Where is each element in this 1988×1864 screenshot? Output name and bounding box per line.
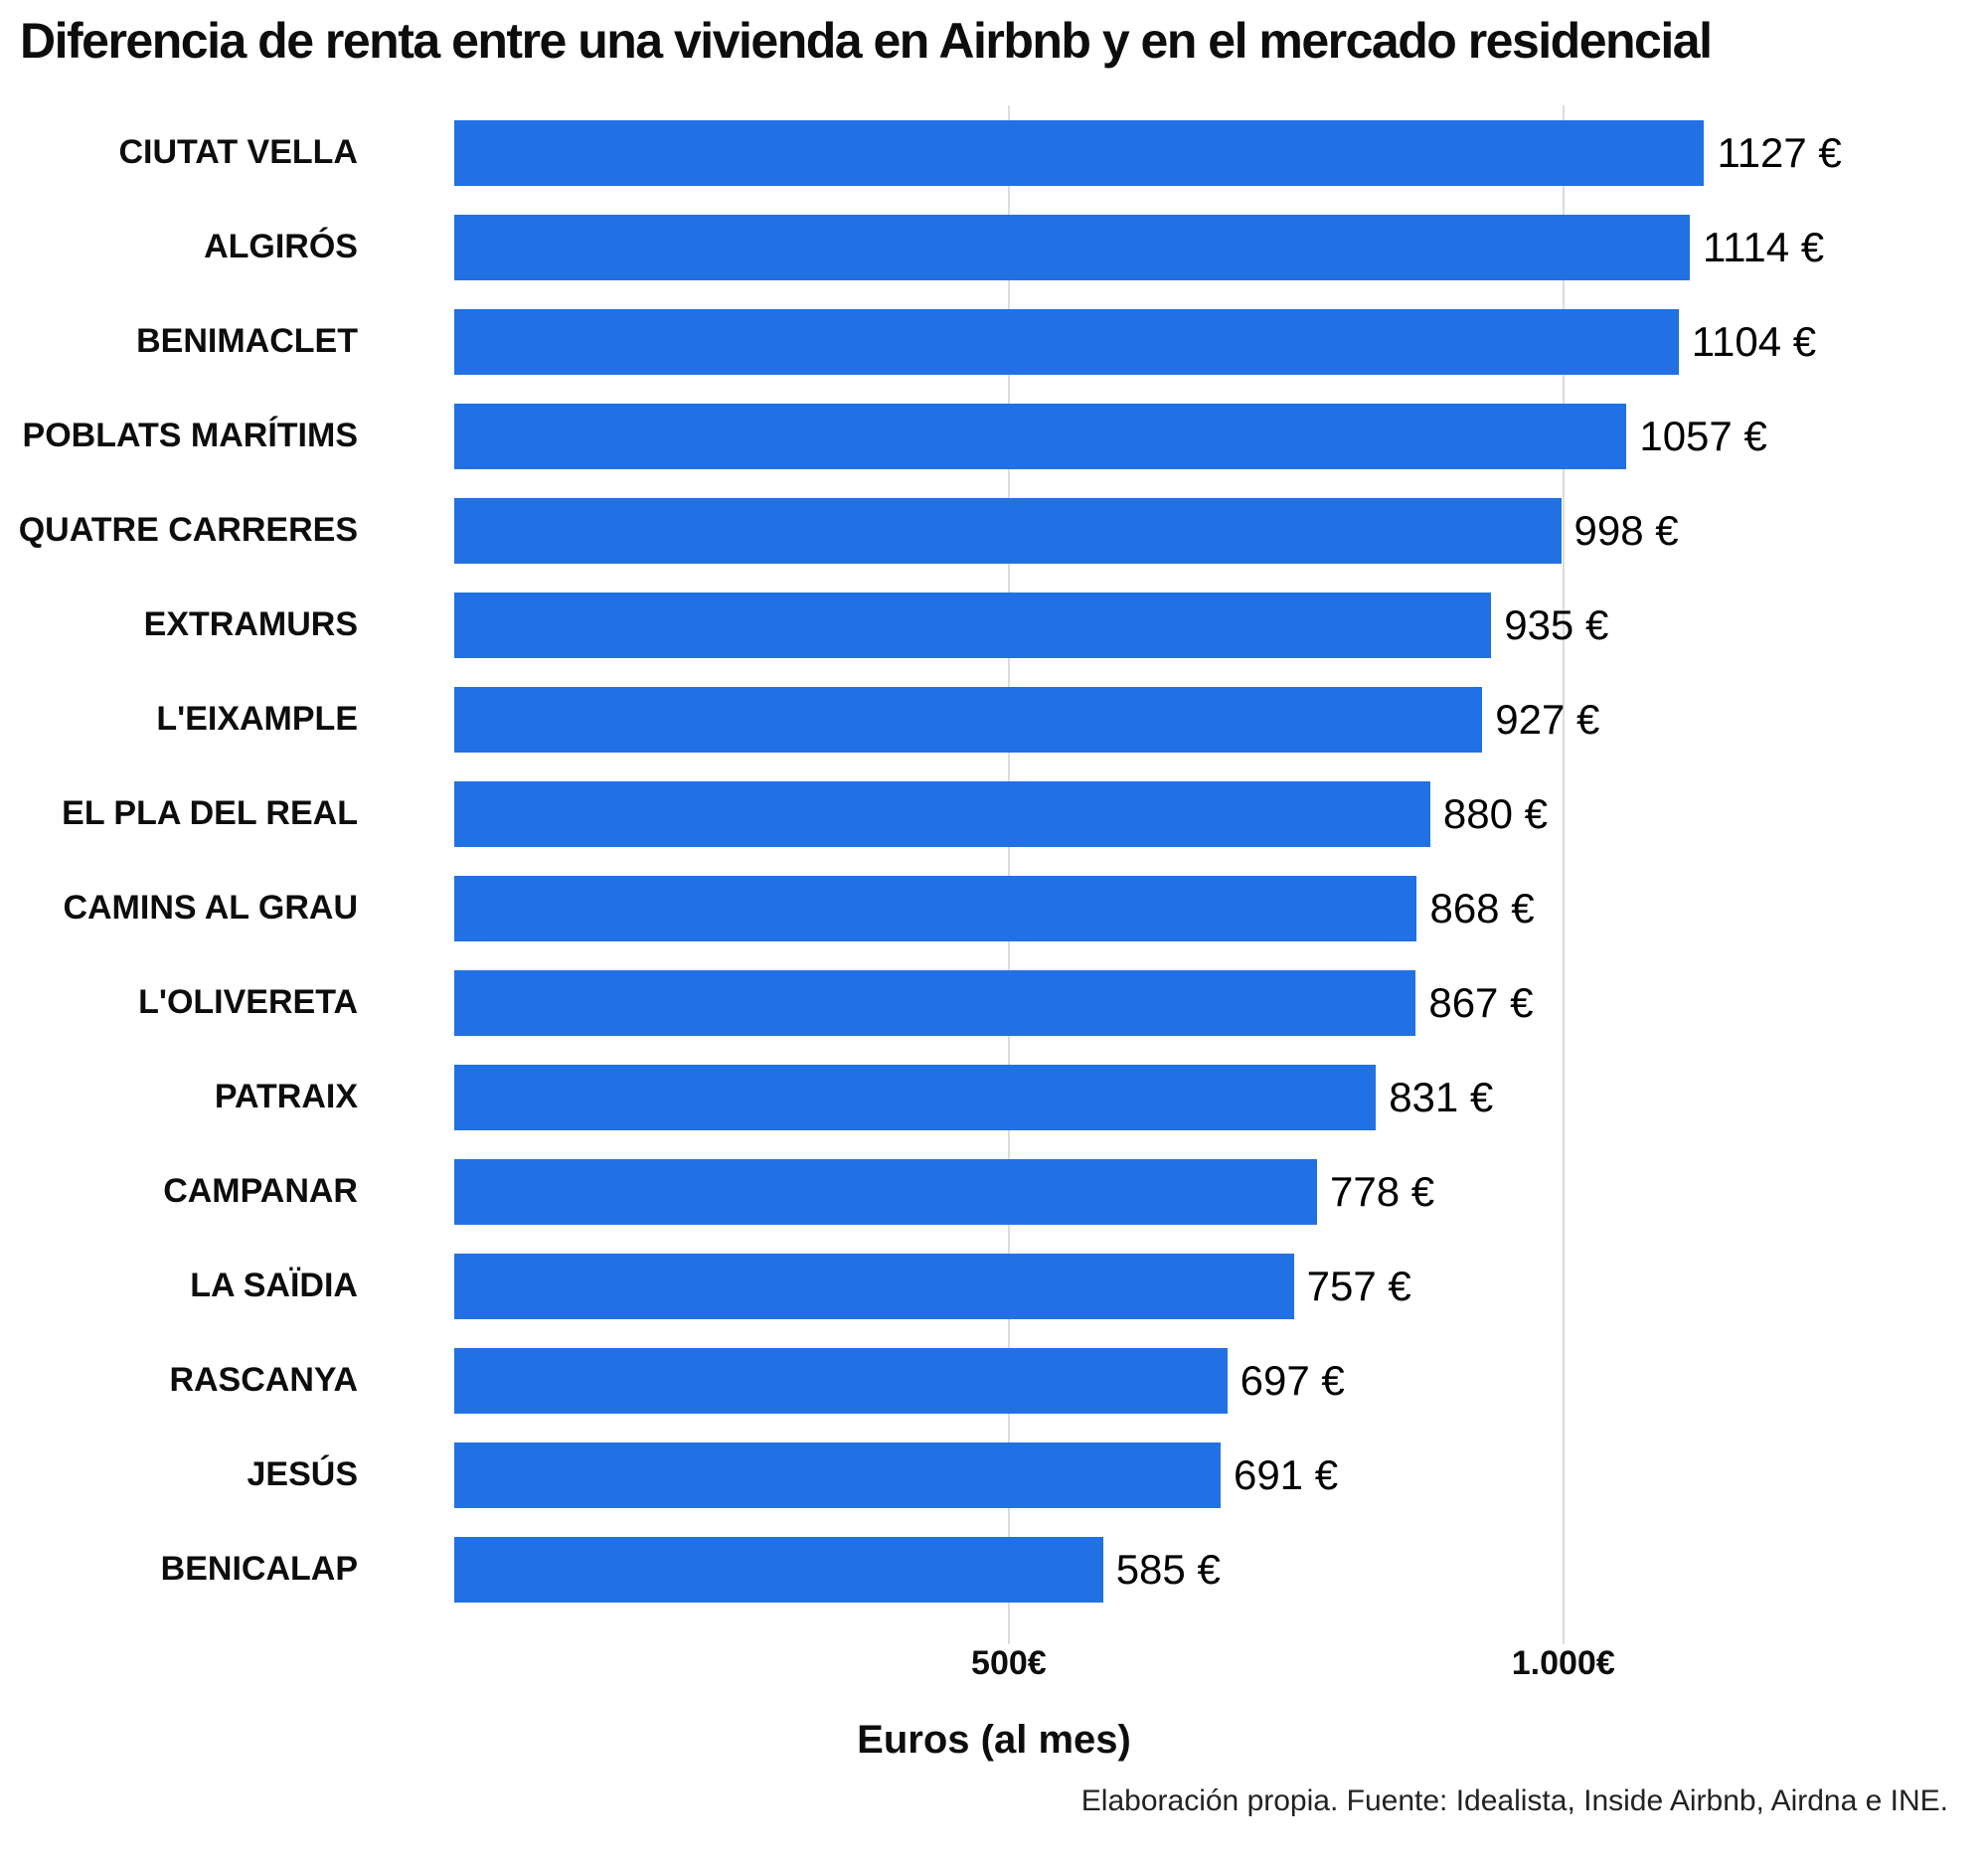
gridline	[1562, 105, 1565, 1644]
chart-row: JESÚS 691 €	[0, 1428, 1988, 1522]
bar	[454, 1441, 1221, 1508]
bar-track: 935 €	[454, 592, 1968, 658]
source-note: Elaboración propia. Fuente: Idealista, I…	[1080, 1784, 1948, 1817]
bar	[454, 119, 1705, 186]
category-label: CAMPANAR	[163, 1172, 358, 1210]
value-label: 867 €	[1428, 978, 1534, 1026]
chart-row: CAMPANAR 778 €	[0, 1144, 1988, 1239]
chart-row: EL PLA DEL REAL 880 €	[0, 766, 1988, 861]
bar	[454, 403, 1627, 469]
bar	[454, 780, 1430, 847]
bar-track: 1114 €	[454, 214, 1968, 280]
category-label: CIUTAT VELLA	[118, 133, 359, 171]
category-label: EXTRAMURS	[143, 605, 358, 643]
chart-row: L'OLIVERETA 867 €	[0, 955, 1988, 1050]
chart-row: CAMINS AL GRAU 868 €	[0, 861, 1988, 955]
value-label: 935 €	[1504, 600, 1609, 648]
x-axis-ticks: 500€ 1.000€	[454, 1644, 1968, 1688]
bar	[454, 1158, 1318, 1225]
chart-row: QUATRE CARRERES 998 €	[0, 483, 1988, 578]
chart-row: BENIMACLET 1104 €	[0, 294, 1988, 389]
chart-row: EXTRAMURS 935 €	[0, 578, 1988, 672]
bar	[454, 308, 1679, 375]
category-label: RASCANYA	[169, 1361, 358, 1399]
chart-row: ALGIRÓS 1114 €	[0, 200, 1988, 294]
category-label: CAMINS AL GRAU	[63, 889, 358, 927]
bar	[454, 1347, 1228, 1414]
category-label: L'EIXAMPLE	[156, 700, 358, 738]
chart-row: LA SAÏDIA 757 €	[0, 1239, 1988, 1333]
bar	[454, 875, 1417, 941]
chart-row: RASCANYA 697 €	[0, 1333, 1988, 1428]
bar	[454, 592, 1492, 658]
chart-row: POBLATS MARÍTIMS 1057 €	[0, 389, 1988, 483]
chart-row: L'EIXAMPLE 927 €	[0, 672, 1988, 766]
x-tick-label: 500€	[971, 1644, 1047, 1682]
bar	[454, 1536, 1103, 1603]
value-label: 998 €	[1574, 506, 1679, 554]
gridline	[1007, 105, 1010, 1644]
value-label: 1114 €	[1702, 223, 1825, 270]
chart-row: PATRAIX 831 €	[0, 1050, 1988, 1144]
value-label: 691 €	[1233, 1450, 1339, 1498]
x-tick-label: 1.000€	[1511, 1644, 1615, 1682]
value-label: 1127 €	[1717, 128, 1842, 176]
value-label: 868 €	[1429, 884, 1535, 932]
category-label: PATRAIX	[214, 1078, 358, 1115]
bar-track: 757 €	[454, 1253, 1968, 1319]
bar-track: 697 €	[454, 1347, 1968, 1414]
value-label: 1104 €	[1691, 317, 1817, 365]
chart-row: CIUTAT VELLA 1127 €	[0, 105, 1988, 200]
bar-track: 1127 €	[454, 119, 1968, 186]
category-label: LA SAÏDIA	[190, 1267, 358, 1304]
category-label: ALGIRÓS	[204, 228, 358, 265]
chart-rows: CIUTAT VELLA 1127 € ALGIRÓS 1114 € BENIMACLE…	[0, 105, 1988, 1616]
bar-track: 998 €	[454, 497, 1968, 564]
category-label: L'OLIVERETA	[138, 983, 358, 1021]
bar-track: 1104 €	[454, 308, 1968, 375]
bar-track: 868 €	[454, 875, 1968, 941]
category-label: BENICALAP	[160, 1550, 358, 1588]
bar-track: 778 €	[454, 1158, 1968, 1225]
category-label: POBLATS MARÍTIMS	[22, 417, 358, 454]
x-axis-label: Euros (al mes)	[857, 1718, 1131, 1762]
bar-track: 585 €	[454, 1536, 1968, 1603]
bar-track: 880 €	[454, 780, 1968, 847]
bar-track: 831 €	[454, 1064, 1968, 1130]
bar	[454, 1064, 1377, 1130]
value-label: 697 €	[1240, 1356, 1345, 1404]
chart-title: Diferencia de renta entre una vivienda e…	[20, 13, 1713, 69]
value-label: 927 €	[1495, 695, 1600, 743]
category-label: BENIMACLET	[136, 322, 358, 360]
value-label: 778 €	[1330, 1167, 1435, 1215]
bar-track: 691 €	[454, 1441, 1968, 1508]
bar-track: 1057 €	[454, 403, 1968, 469]
category-label: EL PLA DEL REAL	[62, 794, 358, 832]
value-label: 880 €	[1442, 789, 1548, 837]
bar	[454, 214, 1690, 280]
category-label: JESÚS	[247, 1455, 359, 1493]
chart-row: BENICALAP 585 €	[0, 1522, 1988, 1616]
value-label: 831 €	[1389, 1073, 1494, 1120]
bar	[454, 1253, 1294, 1319]
value-label: 757 €	[1306, 1262, 1411, 1309]
bar	[454, 497, 1562, 564]
bar	[454, 686, 1483, 753]
gridlines	[454, 105, 1968, 1644]
bar	[454, 969, 1416, 1036]
category-label: QUATRE CARRERES	[18, 511, 358, 549]
bar-track: 867 €	[454, 969, 1968, 1036]
bar-track: 927 €	[454, 686, 1968, 753]
value-label: 585 €	[1115, 1545, 1221, 1593]
value-label: 1057 €	[1639, 412, 1767, 459]
bar-chart: CIUTAT VELLA 1127 € ALGIRÓS 1114 € BENIMACLE…	[0, 105, 1988, 1644]
